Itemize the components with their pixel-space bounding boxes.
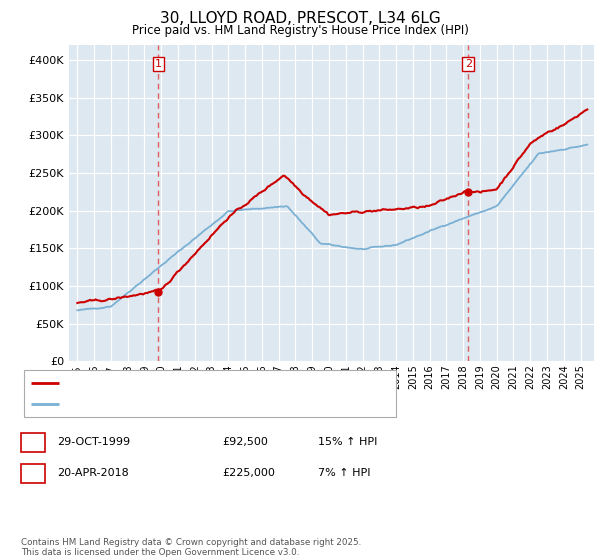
Text: Contains HM Land Registry data © Crown copyright and database right 2025.
This d: Contains HM Land Registry data © Crown c… (21, 538, 361, 557)
Text: 30, LLOYD ROAD, PRESCOT, L34 6LG: 30, LLOYD ROAD, PRESCOT, L34 6LG (160, 11, 440, 26)
Text: 15% ↑ HPI: 15% ↑ HPI (318, 437, 377, 447)
Text: £225,000: £225,000 (222, 468, 275, 478)
Text: HPI: Average price, detached house, Knowsley: HPI: Average price, detached house, Know… (65, 399, 319, 409)
Text: 29-OCT-1999: 29-OCT-1999 (57, 437, 130, 447)
Text: 20-APR-2018: 20-APR-2018 (57, 468, 129, 478)
Text: £92,500: £92,500 (222, 437, 268, 447)
Text: 7% ↑ HPI: 7% ↑ HPI (318, 468, 371, 478)
Text: 2: 2 (464, 59, 472, 69)
Text: 2: 2 (29, 466, 37, 480)
Text: 1: 1 (29, 436, 37, 449)
Text: 30, LLOYD ROAD, PRESCOT, L34 6LG (detached house): 30, LLOYD ROAD, PRESCOT, L34 6LG (detach… (65, 378, 365, 388)
Text: Price paid vs. HM Land Registry's House Price Index (HPI): Price paid vs. HM Land Registry's House … (131, 24, 469, 36)
Text: 1: 1 (155, 59, 162, 69)
